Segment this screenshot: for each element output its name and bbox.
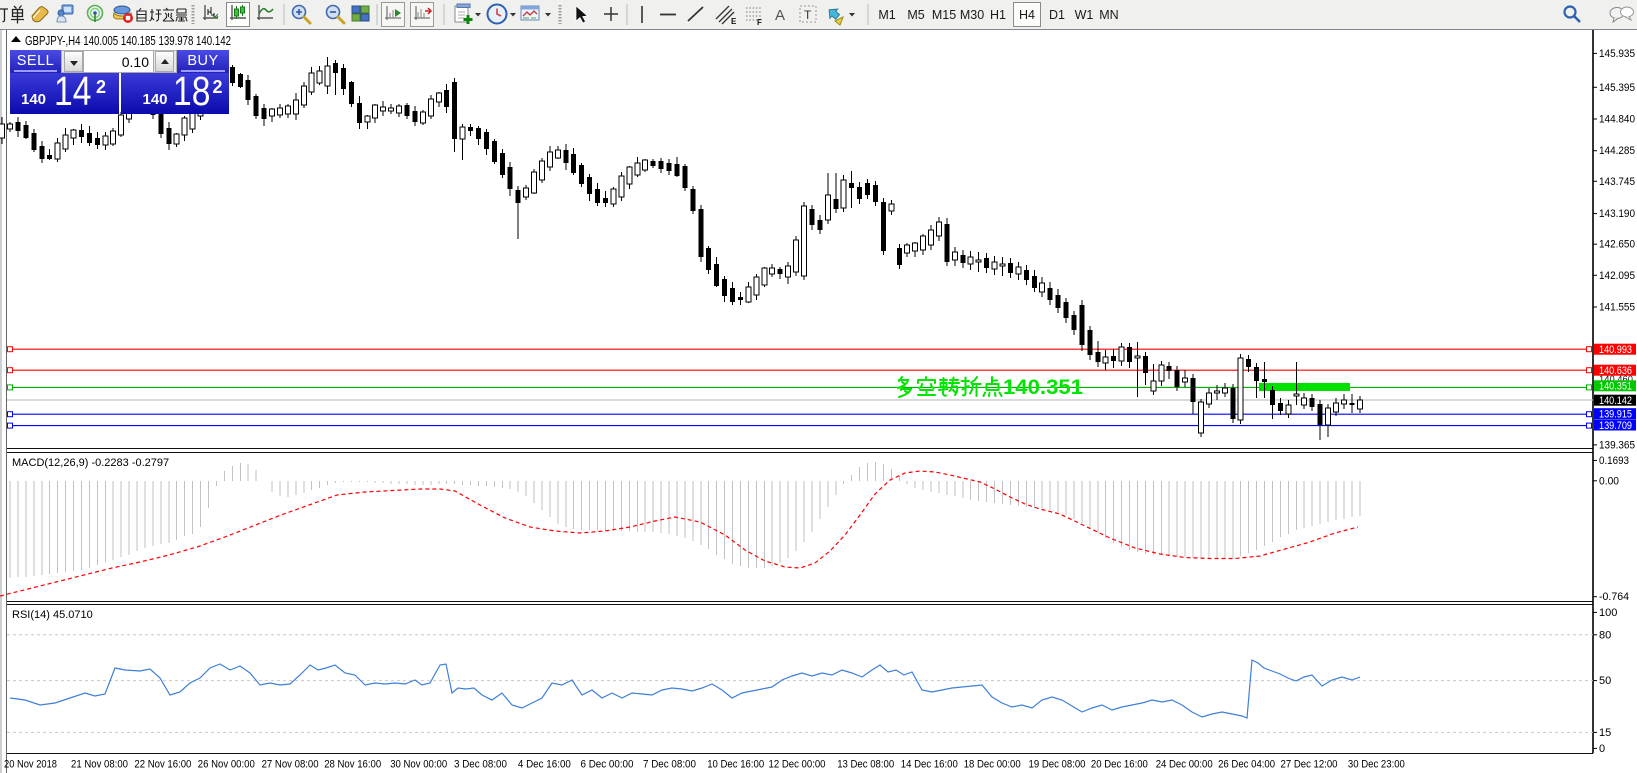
- svg-text:H4: H4: [1019, 8, 1035, 22]
- svg-text:MACD(12,26,9) -0.2283 -0.2797: MACD(12,26,9) -0.2283 -0.2797: [12, 457, 169, 469]
- svg-text:22 Nov 16:00: 22 Nov 16:00: [134, 759, 191, 771]
- svg-text:28 Nov 16:00: 28 Nov 16:00: [324, 759, 381, 771]
- svg-text:139.915: 139.915: [1599, 409, 1632, 421]
- svg-text:30 Dec 23:00: 30 Dec 23:00: [1348, 759, 1405, 771]
- svg-text:140.636: 140.636: [1599, 365, 1632, 377]
- svg-text:3 Dec 08:00: 3 Dec 08:00: [454, 759, 507, 771]
- svg-text:27 Nov 08:00: 27 Nov 08:00: [262, 759, 319, 771]
- svg-text:20 Dec 16:00: 20 Dec 16:00: [1091, 759, 1148, 771]
- svg-text:141.555: 141.555: [1599, 302, 1635, 314]
- svg-text:M1: M1: [878, 8, 895, 22]
- svg-text:15: 15: [1599, 727, 1611, 739]
- svg-text:7 Dec 08:00: 7 Dec 08:00: [643, 759, 696, 771]
- svg-text:100: 100: [1599, 607, 1617, 619]
- svg-text:W1: W1: [1075, 8, 1094, 22]
- svg-text:H1: H1: [990, 8, 1006, 22]
- svg-text:140.993: 140.993: [1599, 344, 1632, 356]
- svg-text:26 Nov 00:00: 26 Nov 00:00: [198, 759, 255, 771]
- svg-text:M30: M30: [960, 8, 984, 22]
- svg-text:144.840: 144.840: [1599, 114, 1635, 126]
- svg-text:30 Nov 00:00: 30 Nov 00:00: [390, 759, 447, 771]
- svg-text:14 Dec 16:00: 14 Dec 16:00: [901, 759, 958, 771]
- svg-text:21 Nov 08:00: 21 Nov 08:00: [71, 759, 128, 771]
- svg-text:26 Dec 04:00: 26 Dec 04:00: [1218, 759, 1275, 771]
- svg-text:145.935: 145.935: [1599, 48, 1635, 60]
- svg-text:144.285: 144.285: [1599, 145, 1635, 157]
- svg-text:MN: MN: [1099, 8, 1118, 22]
- svg-text:RSI(14) 45.0710: RSI(14) 45.0710: [12, 609, 93, 621]
- svg-text:10 Dec 16:00: 10 Dec 16:00: [707, 759, 764, 771]
- svg-text:GBPJPY-,H4 140.005 140.185 13: GBPJPY-,H4 140.005 140.185 139.978 140.1…: [25, 34, 231, 48]
- svg-text:143.190: 143.190: [1599, 208, 1635, 220]
- svg-text:18 Dec 00:00: 18 Dec 00:00: [964, 759, 1021, 771]
- svg-text:80: 80: [1599, 629, 1611, 641]
- svg-text:-0.764: -0.764: [1599, 591, 1629, 603]
- svg-text:6 Dec 00:00: 6 Dec 00:00: [581, 759, 634, 771]
- svg-text:D1: D1: [1049, 8, 1065, 22]
- svg-text:50: 50: [1599, 675, 1611, 687]
- svg-text:M5: M5: [907, 8, 924, 22]
- svg-text:24 Dec 00:00: 24 Dec 00:00: [1156, 759, 1213, 771]
- svg-text:4 Dec 16:00: 4 Dec 16:00: [518, 759, 571, 771]
- svg-text:E: E: [731, 17, 737, 26]
- svg-text:20 Nov 2018: 20 Nov 2018: [4, 759, 57, 771]
- svg-text:F: F: [757, 18, 762, 27]
- svg-text:140.351: 140.351: [1599, 381, 1632, 393]
- svg-text:142.650: 142.650: [1599, 239, 1635, 251]
- svg-text:145.395: 145.395: [1599, 82, 1635, 94]
- svg-text:M15: M15: [932, 8, 956, 22]
- svg-text:19 Dec 08:00: 19 Dec 08:00: [1029, 759, 1086, 771]
- svg-text:A: A: [775, 7, 785, 24]
- svg-text:139.365: 139.365: [1599, 439, 1635, 451]
- svg-text:T: T: [804, 8, 812, 22]
- svg-text:13 Dec 08:00: 13 Dec 08:00: [837, 759, 894, 771]
- svg-text:142.095: 142.095: [1599, 270, 1635, 282]
- svg-text:0.1693: 0.1693: [1599, 455, 1629, 467]
- svg-text:0: 0: [1599, 743, 1605, 755]
- svg-text:0.00: 0.00: [1599, 475, 1619, 487]
- svg-text:27 Dec 12:00: 27 Dec 12:00: [1281, 759, 1338, 771]
- svg-text:140.351: 140.351: [1003, 375, 1083, 399]
- svg-text:140.142: 140.142: [1599, 395, 1632, 407]
- svg-text:139.709: 139.709: [1599, 420, 1632, 432]
- svg-text:12 Dec 00:00: 12 Dec 00:00: [769, 759, 826, 771]
- svg-text:143.745: 143.745: [1599, 176, 1635, 188]
